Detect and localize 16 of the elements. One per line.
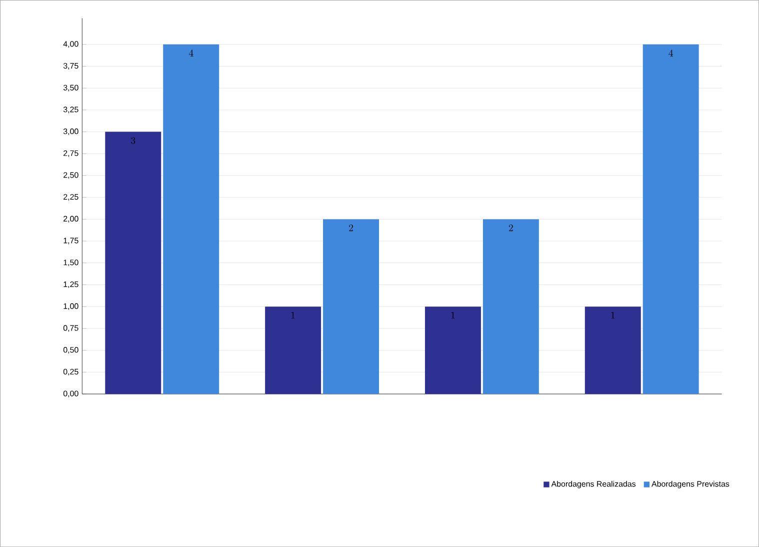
bar xyxy=(105,132,162,394)
bar xyxy=(265,306,322,394)
data-label: 4 xyxy=(188,50,194,56)
data-label: 2 xyxy=(508,224,513,232)
data-label: 4 xyxy=(668,50,674,56)
bar xyxy=(642,44,699,394)
bar xyxy=(584,306,641,394)
data-label: 1 xyxy=(451,312,455,318)
bar xyxy=(424,306,481,394)
data-label: 3 xyxy=(131,137,136,144)
bar xyxy=(323,219,379,394)
bar xyxy=(482,219,539,394)
data-label: 1 xyxy=(611,312,615,318)
data-label: 1 xyxy=(291,312,295,318)
bar xyxy=(163,44,220,394)
data-label: 2 xyxy=(349,224,353,232)
